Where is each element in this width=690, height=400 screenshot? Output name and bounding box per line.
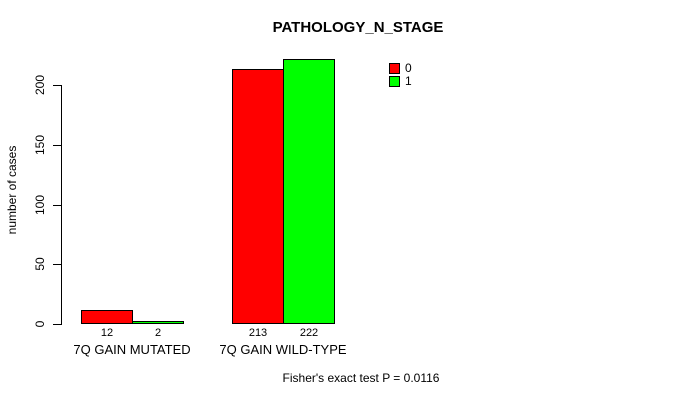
bar: [232, 69, 284, 324]
legend-item: 1: [389, 75, 412, 87]
y-tick-label: 150: [33, 134, 47, 156]
y-tick: [53, 205, 61, 206]
category-label: 7Q GAIN WILD-TYPE: [219, 342, 347, 357]
legend-label: 0: [405, 61, 412, 75]
y-tick-label: 50: [33, 257, 47, 271]
legend-swatch-icon: [389, 75, 400, 87]
legend-label: 1: [405, 74, 412, 88]
legend-swatch-icon: [389, 62, 400, 74]
fisher-test-annotation: Fisher's exact test P = 0.0116: [282, 371, 440, 385]
chart-title: PATHOLOGY_N_STAGE: [272, 19, 444, 36]
bar: [132, 321, 184, 324]
bar-value-label: 2: [154, 327, 162, 339]
bar-value-label: 222: [299, 327, 319, 339]
y-tick-label: 0: [33, 320, 47, 328]
y-tick: [53, 145, 61, 146]
bar: [81, 310, 133, 324]
category-label: 7Q GAIN MUTATED: [73, 342, 191, 357]
y-axis-line: [61, 85, 62, 325]
bar-value-label: 213: [248, 327, 268, 339]
bar-value-label: 12: [100, 327, 114, 339]
y-tick-label: 200: [33, 74, 47, 96]
y-tick-label: 100: [33, 194, 47, 216]
y-tick: [53, 85, 61, 86]
y-tick: [53, 264, 61, 265]
legend-item: 0: [389, 62, 412, 74]
bar: [283, 59, 335, 324]
y-tick: [53, 324, 61, 325]
